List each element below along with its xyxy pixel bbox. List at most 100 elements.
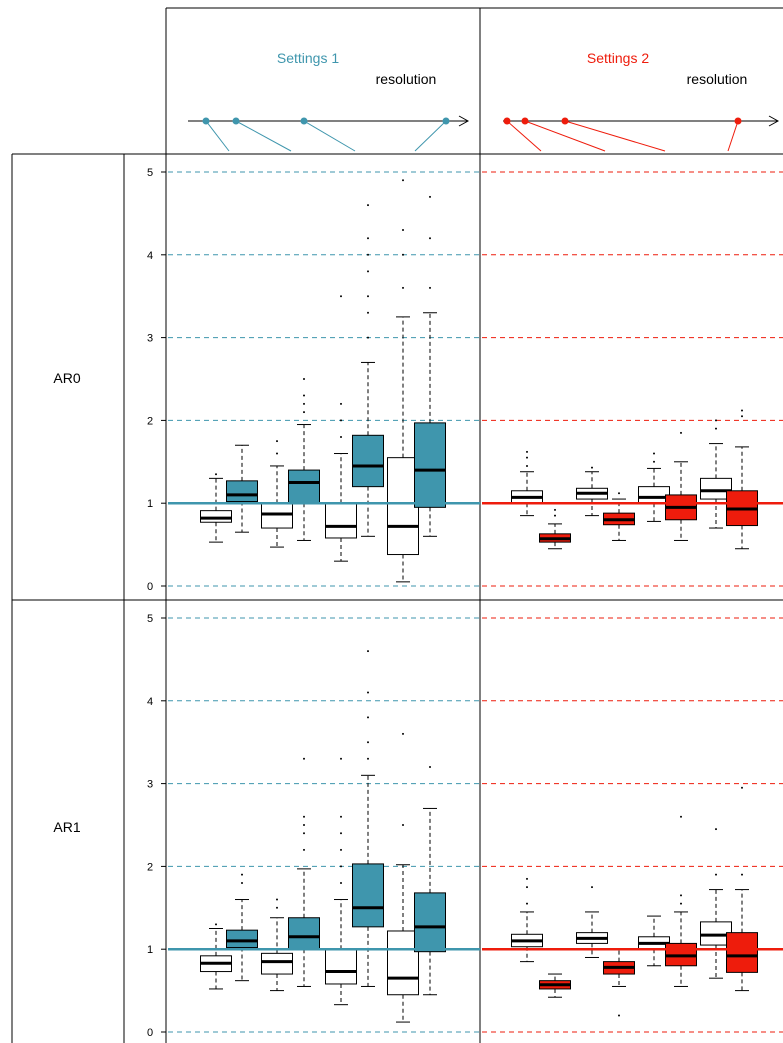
outlier-point (367, 650, 369, 653)
outlier-point (367, 295, 369, 298)
resolution-connector (506, 120, 542, 152)
box-6 (352, 650, 384, 987)
outlier-point (215, 923, 217, 926)
resolution-connector (564, 120, 666, 152)
box-body (288, 917, 320, 950)
row-label-ar0: AR0 (53, 370, 80, 386)
outlier-point (402, 732, 404, 735)
y-tick-label: 3 (147, 779, 153, 791)
box-7 (387, 732, 419, 1023)
settings1-resolution-arrow (188, 115, 470, 152)
y-axis: 0 1 2 3 4 5 (147, 613, 166, 1039)
plot-panels: 0 1 2 3 4 5 0 1 2 3 4 5 (147, 167, 783, 1039)
box-4 (288, 757, 320, 987)
box-4 (603, 492, 635, 541)
box-1 (511, 450, 543, 517)
box-body (414, 892, 446, 953)
resolution-dot (232, 117, 240, 125)
outlier-point (526, 450, 528, 453)
resolution-dot (503, 117, 511, 125)
box-6 (665, 431, 697, 541)
outlier-point (303, 815, 305, 818)
y-tick-label: 2 (147, 415, 153, 427)
outlier-point (340, 757, 342, 760)
box-5 (325, 295, 357, 562)
outlier-point (653, 452, 655, 455)
y-tick-label: 5 (147, 613, 153, 625)
y-tick-label: 0 (147, 581, 153, 593)
outlier-point (367, 311, 369, 314)
box-body (387, 457, 419, 556)
resolution-dot (734, 117, 742, 125)
box-body (200, 510, 232, 523)
outlier-point (303, 411, 305, 414)
box-7 (700, 419, 732, 529)
y-tick-label: 1 (147, 944, 153, 956)
box-7 (387, 179, 419, 583)
box-body (352, 434, 384, 488)
outlier-point (526, 456, 528, 459)
box-2 (226, 444, 258, 533)
box-4 (288, 378, 320, 541)
outlier-point (367, 691, 369, 694)
outlier-point (276, 452, 278, 455)
outlier-point (340, 419, 342, 422)
resolution-connector (235, 120, 292, 152)
outlier-point (367, 716, 369, 719)
outlier-point (554, 508, 556, 511)
box-body (261, 952, 293, 975)
box-body (226, 480, 258, 503)
outlier-point (591, 886, 593, 889)
outlier-point (618, 492, 620, 495)
outlier-point (591, 466, 593, 469)
outlier-point (741, 409, 743, 412)
outlier-point (303, 394, 305, 397)
outlier-point (526, 464, 528, 467)
box-body (638, 486, 670, 504)
box-1 (200, 473, 232, 543)
outlier-point (241, 881, 243, 884)
box-1 (511, 877, 543, 963)
outlier-point (340, 295, 342, 298)
outlier-point (241, 873, 243, 876)
box-8 (414, 195, 446, 537)
resolution-dot (561, 117, 569, 125)
box-5 (638, 915, 670, 967)
settings2-title: Settings 2 (587, 50, 649, 66)
outlier-point (367, 757, 369, 760)
box-3 (261, 898, 293, 992)
box-body (325, 502, 357, 539)
outlier-point (715, 828, 717, 831)
box-6 (352, 204, 384, 537)
header: Settings 1 resolution Settings 2 resolut… (188, 50, 780, 152)
panel-ar1-settings1 (168, 617, 480, 1033)
box-8 (414, 766, 446, 996)
outlier-point (429, 237, 431, 240)
y-tick-label: 0 (147, 1027, 153, 1039)
outlier-point (715, 419, 717, 422)
outlier-point (367, 237, 369, 240)
resolution-dot (300, 117, 308, 125)
outlier-point (340, 848, 342, 851)
outlier-point (618, 1014, 620, 1017)
box-8 (726, 786, 758, 992)
resolution-dot (202, 117, 210, 125)
y-tick-label: 4 (147, 250, 153, 262)
outlier-point (402, 824, 404, 826)
outlier-point (741, 415, 743, 418)
box-body (325, 948, 357, 985)
row-labels: AR0 AR1 (53, 370, 80, 835)
settings1-title: Settings 1 (277, 50, 339, 66)
y-tick-label: 4 (147, 696, 153, 708)
box-5 (638, 452, 670, 522)
outlier-point (303, 757, 305, 760)
outlier-point (303, 378, 305, 380)
outlier-point (276, 906, 278, 909)
box-1 (200, 923, 232, 990)
box-body (700, 477, 732, 500)
resolution-connector (205, 120, 230, 152)
outlier-point (554, 514, 556, 517)
resolution-connector (524, 120, 606, 152)
box-3 (576, 886, 608, 958)
outlier-point (276, 440, 278, 443)
